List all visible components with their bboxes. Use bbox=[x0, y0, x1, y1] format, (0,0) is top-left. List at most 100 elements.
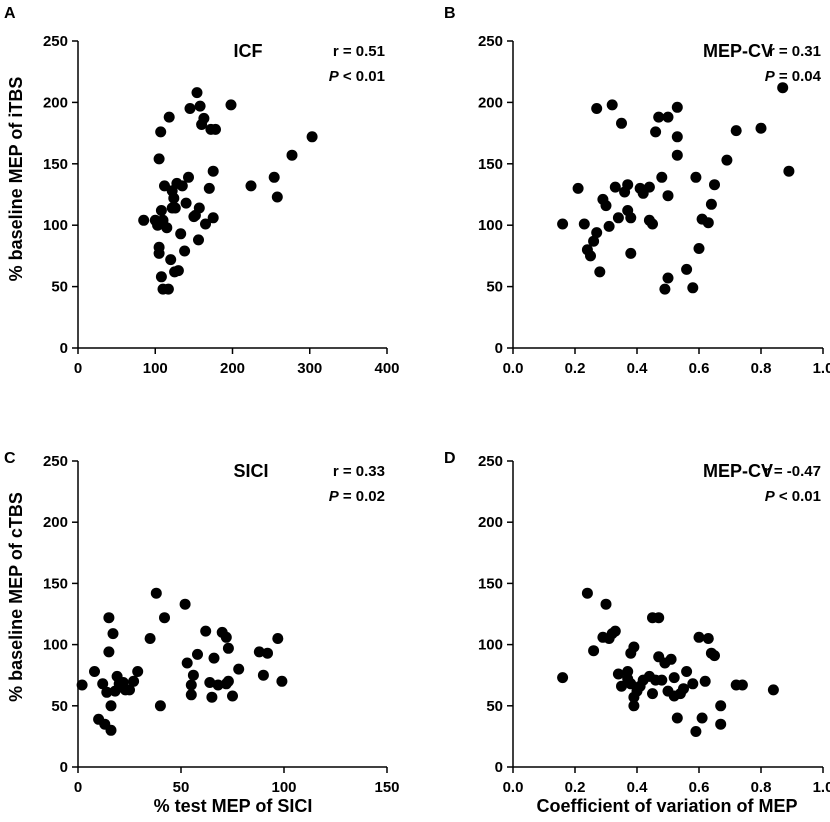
data-point-c bbox=[181, 657, 193, 669]
y-tick-label-a: 100 bbox=[43, 217, 68, 234]
x-tick-label-c: 0 bbox=[74, 779, 82, 796]
data-point-a bbox=[268, 171, 280, 183]
data-point-b bbox=[585, 250, 596, 262]
data-point-b bbox=[709, 179, 720, 191]
data-point-a bbox=[169, 202, 181, 214]
data-point-d bbox=[616, 680, 627, 692]
data-point-b bbox=[625, 212, 637, 224]
y-tick-label-b: 100 bbox=[478, 217, 503, 234]
panel-letter-d: D bbox=[444, 450, 456, 467]
data-point-a bbox=[183, 171, 194, 183]
data-point-d bbox=[702, 633, 714, 644]
x-tick-label-b: 1.0 bbox=[813, 360, 830, 377]
data-point-c bbox=[124, 684, 135, 696]
panel-title-a: ICF bbox=[234, 41, 263, 61]
data-point-b bbox=[656, 171, 668, 183]
p-comparison-a: < 0.01 bbox=[339, 68, 385, 85]
data-point-b bbox=[600, 200, 612, 212]
data-point-b bbox=[653, 111, 665, 123]
data-point-d bbox=[693, 631, 705, 643]
data-point-c bbox=[222, 675, 234, 687]
y-tick-label-c: 250 bbox=[43, 453, 68, 470]
data-point-a bbox=[165, 254, 177, 266]
data-point-c bbox=[253, 646, 265, 658]
p-comparison-c: = 0.02 bbox=[339, 488, 385, 505]
data-point-d bbox=[690, 726, 702, 737]
data-point-c bbox=[208, 652, 220, 664]
r-value-c: r = 0.33 bbox=[333, 463, 385, 480]
data-point-b bbox=[650, 126, 662, 138]
data-point-c bbox=[272, 633, 284, 644]
data-point-c bbox=[192, 648, 203, 660]
p-value-c: P = 0.02 bbox=[329, 488, 385, 505]
data-point-b bbox=[777, 82, 789, 94]
y-tick-label-b: 50 bbox=[486, 279, 503, 296]
data-point-c bbox=[103, 612, 115, 624]
data-point-b bbox=[594, 266, 606, 278]
r-value-a: r = 0.51 bbox=[333, 43, 385, 60]
x-tick-label-b: 0.6 bbox=[689, 360, 710, 377]
data-point-c bbox=[185, 679, 197, 691]
p-symbol-a: P bbox=[329, 68, 340, 85]
y-tick-label-b: 150 bbox=[478, 156, 503, 173]
y-tick-label-b: 200 bbox=[478, 94, 503, 111]
p-value-b: P = 0.04 bbox=[765, 68, 822, 85]
data-point-c bbox=[185, 689, 197, 701]
data-point-c bbox=[204, 677, 216, 688]
data-point-a bbox=[162, 283, 174, 295]
data-point-a bbox=[163, 111, 175, 123]
data-point-b bbox=[572, 182, 584, 194]
data-point-b bbox=[671, 131, 683, 143]
x-tick-label-d: 0.4 bbox=[627, 779, 649, 796]
data-point-d bbox=[653, 612, 665, 624]
data-point-c bbox=[187, 669, 199, 681]
data-point-d bbox=[681, 666, 693, 677]
x-axis-label-cv: Coefficient of variation of MEP bbox=[536, 796, 797, 816]
data-point-a bbox=[168, 192, 180, 204]
x-tick-label-d: 0.2 bbox=[565, 779, 586, 796]
data-point-b bbox=[730, 125, 742, 137]
y-tick-label-d: 100 bbox=[478, 637, 503, 654]
data-point-a bbox=[203, 182, 215, 194]
data-point-a bbox=[210, 123, 221, 135]
data-point-b bbox=[609, 181, 621, 193]
data-point-c bbox=[132, 666, 144, 677]
data-point-b bbox=[625, 247, 637, 259]
data-point-b bbox=[705, 198, 717, 210]
data-point-d bbox=[600, 598, 612, 610]
r-value-b: r = 0.31 bbox=[769, 43, 821, 60]
data-point-a bbox=[207, 212, 219, 224]
r-value-d: r = -0.47 bbox=[764, 463, 821, 480]
panel-c: C 0 50 100 150 200 250 0 50 100 150 SICI r = 0.33 P =… bbox=[4, 450, 400, 796]
data-point-a bbox=[198, 112, 210, 124]
data-point-d bbox=[625, 678, 637, 690]
data-point-b bbox=[591, 227, 603, 239]
x-tick-label-d: 1.0 bbox=[813, 779, 830, 796]
x-tick-label-c: 100 bbox=[271, 779, 296, 796]
data-point-b bbox=[662, 111, 674, 123]
data-point-a bbox=[172, 265, 184, 277]
y-tick-label-d: 150 bbox=[478, 575, 503, 592]
data-point-a bbox=[179, 245, 191, 257]
data-point-c bbox=[200, 625, 212, 637]
data-point-b bbox=[578, 218, 590, 230]
x-tick-label-b: 0.2 bbox=[565, 360, 586, 377]
data-point-c bbox=[103, 646, 115, 658]
p-symbol-b: P bbox=[765, 68, 776, 85]
p-value-a: P < 0.01 bbox=[329, 68, 385, 85]
data-point-b bbox=[755, 122, 767, 134]
x-tick-label-a: 0 bbox=[74, 360, 82, 377]
data-point-d bbox=[715, 718, 727, 730]
data-point-d bbox=[612, 668, 624, 680]
p-comparison-b: = 0.04 bbox=[775, 68, 822, 85]
y-tick-label-c: 50 bbox=[51, 698, 68, 715]
data-point-d bbox=[609, 625, 621, 637]
data-point-c bbox=[101, 686, 113, 698]
y-tick-label-c: 100 bbox=[43, 637, 68, 654]
data-point-c bbox=[128, 675, 140, 687]
panel-d: D 0 50 100 150 200 250 0.0 0.2 0.4 0.6 0.8 1.0 MEP-CV… bbox=[444, 450, 830, 796]
data-point-b bbox=[671, 149, 683, 161]
data-point-d bbox=[687, 678, 699, 690]
y-tick-label-d: 250 bbox=[478, 453, 503, 470]
data-point-b bbox=[659, 283, 671, 295]
